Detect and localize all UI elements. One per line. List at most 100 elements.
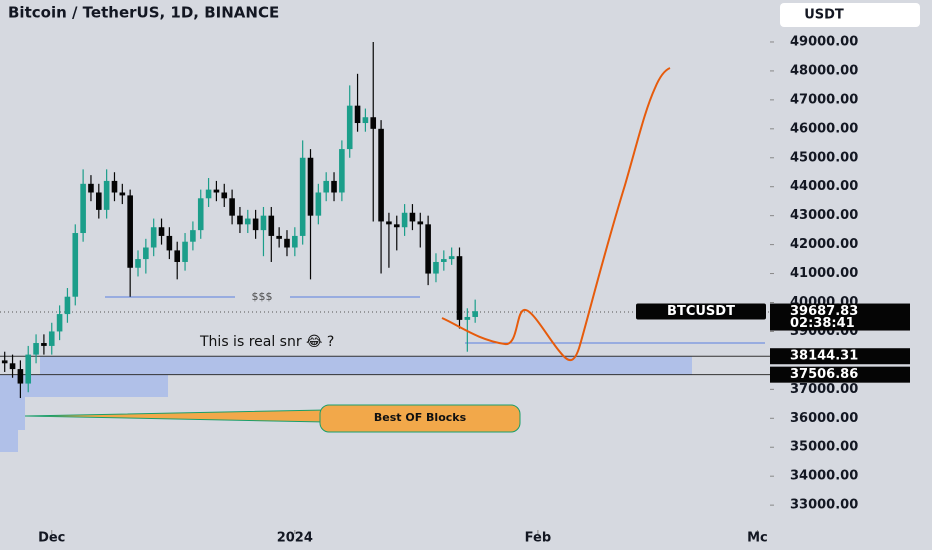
candle-body: [299, 157, 306, 236]
y-tick-label: 33000.00: [790, 498, 858, 513]
candle-body: [441, 259, 447, 262]
candle-body: [472, 311, 478, 317]
candle-body: [417, 221, 424, 225]
candle-body: [135, 259, 141, 268]
candle-body: [354, 105, 361, 124]
candle-body: [276, 235, 282, 239]
symbol-tag: [636, 303, 766, 320]
candle-body: [80, 183, 86, 234]
candle-body: [260, 215, 267, 231]
y-tick-label: 46000.00: [790, 121, 858, 136]
candle-body: [393, 224, 400, 228]
axes: 49000.00 48000.00 47000.00 46000.00 45000.00…: [38, 34, 910, 546]
candles: [1, 41, 478, 399]
candle-body: [362, 117, 369, 124]
candle-body: [339, 149, 345, 193]
candle-body: [252, 218, 259, 231]
candle-body: [229, 198, 235, 216]
y-tick-label: 48000.00: [790, 63, 858, 78]
zone: [0, 375, 168, 397]
candle-body: [221, 192, 228, 199]
y-tick-label: 43000.00: [790, 208, 858, 223]
candle-body: [64, 296, 71, 315]
x-tick-label: Dec: [38, 531, 65, 546]
candle-body: [315, 192, 322, 216]
level-label: 38144.31: [790, 349, 858, 364]
callout-text: Best OF Blocks: [374, 411, 467, 424]
candle-body: [33, 343, 39, 355]
y-tick-label: 36000.00: [790, 411, 858, 426]
y-tick-label: 45000.00: [790, 150, 858, 165]
currency-label[interactable]: USDT: [804, 8, 844, 23]
candle-body: [127, 195, 133, 268]
candle-body: [284, 238, 290, 248]
candle-body: [323, 180, 329, 193]
candle-body: [425, 224, 431, 274]
projection-curve: [441, 67, 671, 362]
liquidity-label: $$$: [252, 290, 273, 303]
candle-body: [197, 198, 204, 231]
chart-title: Bitcoin / TetherUS, 1D, BINANCE: [8, 4, 279, 22]
candle-body: [25, 354, 32, 384]
candle-body: [213, 189, 220, 193]
candle-body: [268, 215, 275, 236]
y-tick-label: 41000.00: [790, 266, 858, 281]
level-tag: [770, 366, 910, 383]
candle-body: [182, 241, 188, 262]
candle-body: [95, 192, 102, 210]
last-price-label: 39687.83: [790, 304, 858, 319]
candle-body: [88, 183, 94, 193]
y-tick-label: 34000.00: [790, 469, 858, 484]
y-tick-label: 35000.00: [790, 440, 858, 455]
candle-body: [72, 233, 79, 297]
candle-body: [464, 316, 471, 320]
symbol-label: BTCUSDT: [667, 304, 735, 319]
last-price-tag: [770, 303, 910, 331]
candle-body: [378, 128, 384, 222]
x-tick-label: Mc: [747, 531, 768, 546]
y-tick-label: 47000.00: [790, 92, 858, 107]
y-tick-label: 49000.00: [790, 34, 858, 49]
zone: [0, 397, 25, 430]
candle-body: [1, 360, 8, 364]
candle-body: [292, 235, 298, 248]
x-tick-label: Feb: [525, 531, 551, 546]
candle-body: [331, 180, 337, 193]
candle-body: [370, 117, 377, 129]
candle-body: [346, 105, 353, 150]
candle-body: [401, 212, 408, 228]
snr-label: This is real snr 😂 ?: [199, 334, 334, 350]
candle-body: [456, 256, 463, 320]
candle-body: [166, 235, 173, 251]
y-tick-label: 44000.00: [790, 179, 858, 194]
candle-body: [143, 247, 149, 260]
candle-body: [9, 363, 16, 370]
candle-body: [150, 227, 157, 248]
currency-button[interactable]: [780, 3, 920, 27]
candle-body: [56, 314, 63, 332]
candle-body: [41, 343, 47, 346]
callout-box: [319, 404, 521, 433]
x-tick-label: 2024: [277, 531, 313, 546]
candle-body: [237, 215, 243, 225]
order-block-zone: [40, 356, 692, 375]
candle-body: [307, 157, 314, 216]
zone: [0, 430, 18, 452]
candle-body: [386, 221, 392, 225]
candle-body: [448, 256, 455, 260]
candle-body: [205, 189, 212, 199]
candle-body: [190, 230, 196, 242]
countdown-label: 02:38:41: [790, 316, 855, 331]
candle-body: [433, 261, 439, 274]
candle-body: [409, 212, 416, 222]
drawings: [0, 296, 770, 452]
candle-body: [111, 180, 118, 193]
candle-body: [48, 331, 55, 346]
candle-body: [103, 180, 110, 210]
level-label: 37506.86: [790, 367, 858, 382]
candle-body: [174, 250, 181, 262]
candle-body: [119, 192, 126, 196]
